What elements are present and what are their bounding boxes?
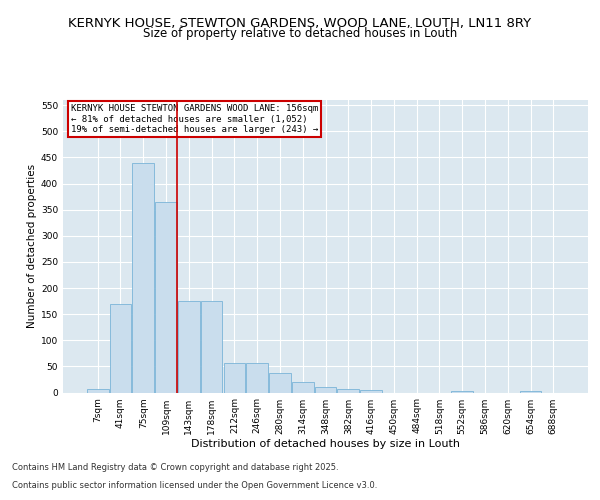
- Text: Contains HM Land Registry data © Crown copyright and database right 2025.: Contains HM Land Registry data © Crown c…: [12, 464, 338, 472]
- Bar: [292, 382, 314, 392]
- Text: KERNYK HOUSE STEWTON GARDENS WOOD LANE: 156sqm
← 81% of detached houses are smal: KERNYK HOUSE STEWTON GARDENS WOOD LANE: …: [71, 104, 318, 134]
- Bar: [155, 202, 177, 392]
- Bar: [87, 389, 109, 392]
- Text: KERNYK HOUSE, STEWTON GARDENS, WOOD LANE, LOUTH, LN11 8RY: KERNYK HOUSE, STEWTON GARDENS, WOOD LANE…: [68, 18, 532, 30]
- Text: Size of property relative to detached houses in Louth: Size of property relative to detached ho…: [143, 28, 457, 40]
- Bar: [110, 304, 131, 392]
- Bar: [224, 362, 245, 392]
- Bar: [360, 390, 382, 392]
- Bar: [269, 373, 291, 392]
- Y-axis label: Number of detached properties: Number of detached properties: [27, 164, 37, 328]
- Bar: [520, 391, 541, 392]
- X-axis label: Distribution of detached houses by size in Louth: Distribution of detached houses by size …: [191, 440, 460, 450]
- Bar: [337, 389, 359, 392]
- Bar: [201, 301, 223, 392]
- Text: Contains public sector information licensed under the Open Government Licence v3: Contains public sector information licen…: [12, 481, 377, 490]
- Bar: [314, 388, 337, 392]
- Bar: [133, 162, 154, 392]
- Bar: [247, 362, 268, 392]
- Bar: [178, 301, 200, 392]
